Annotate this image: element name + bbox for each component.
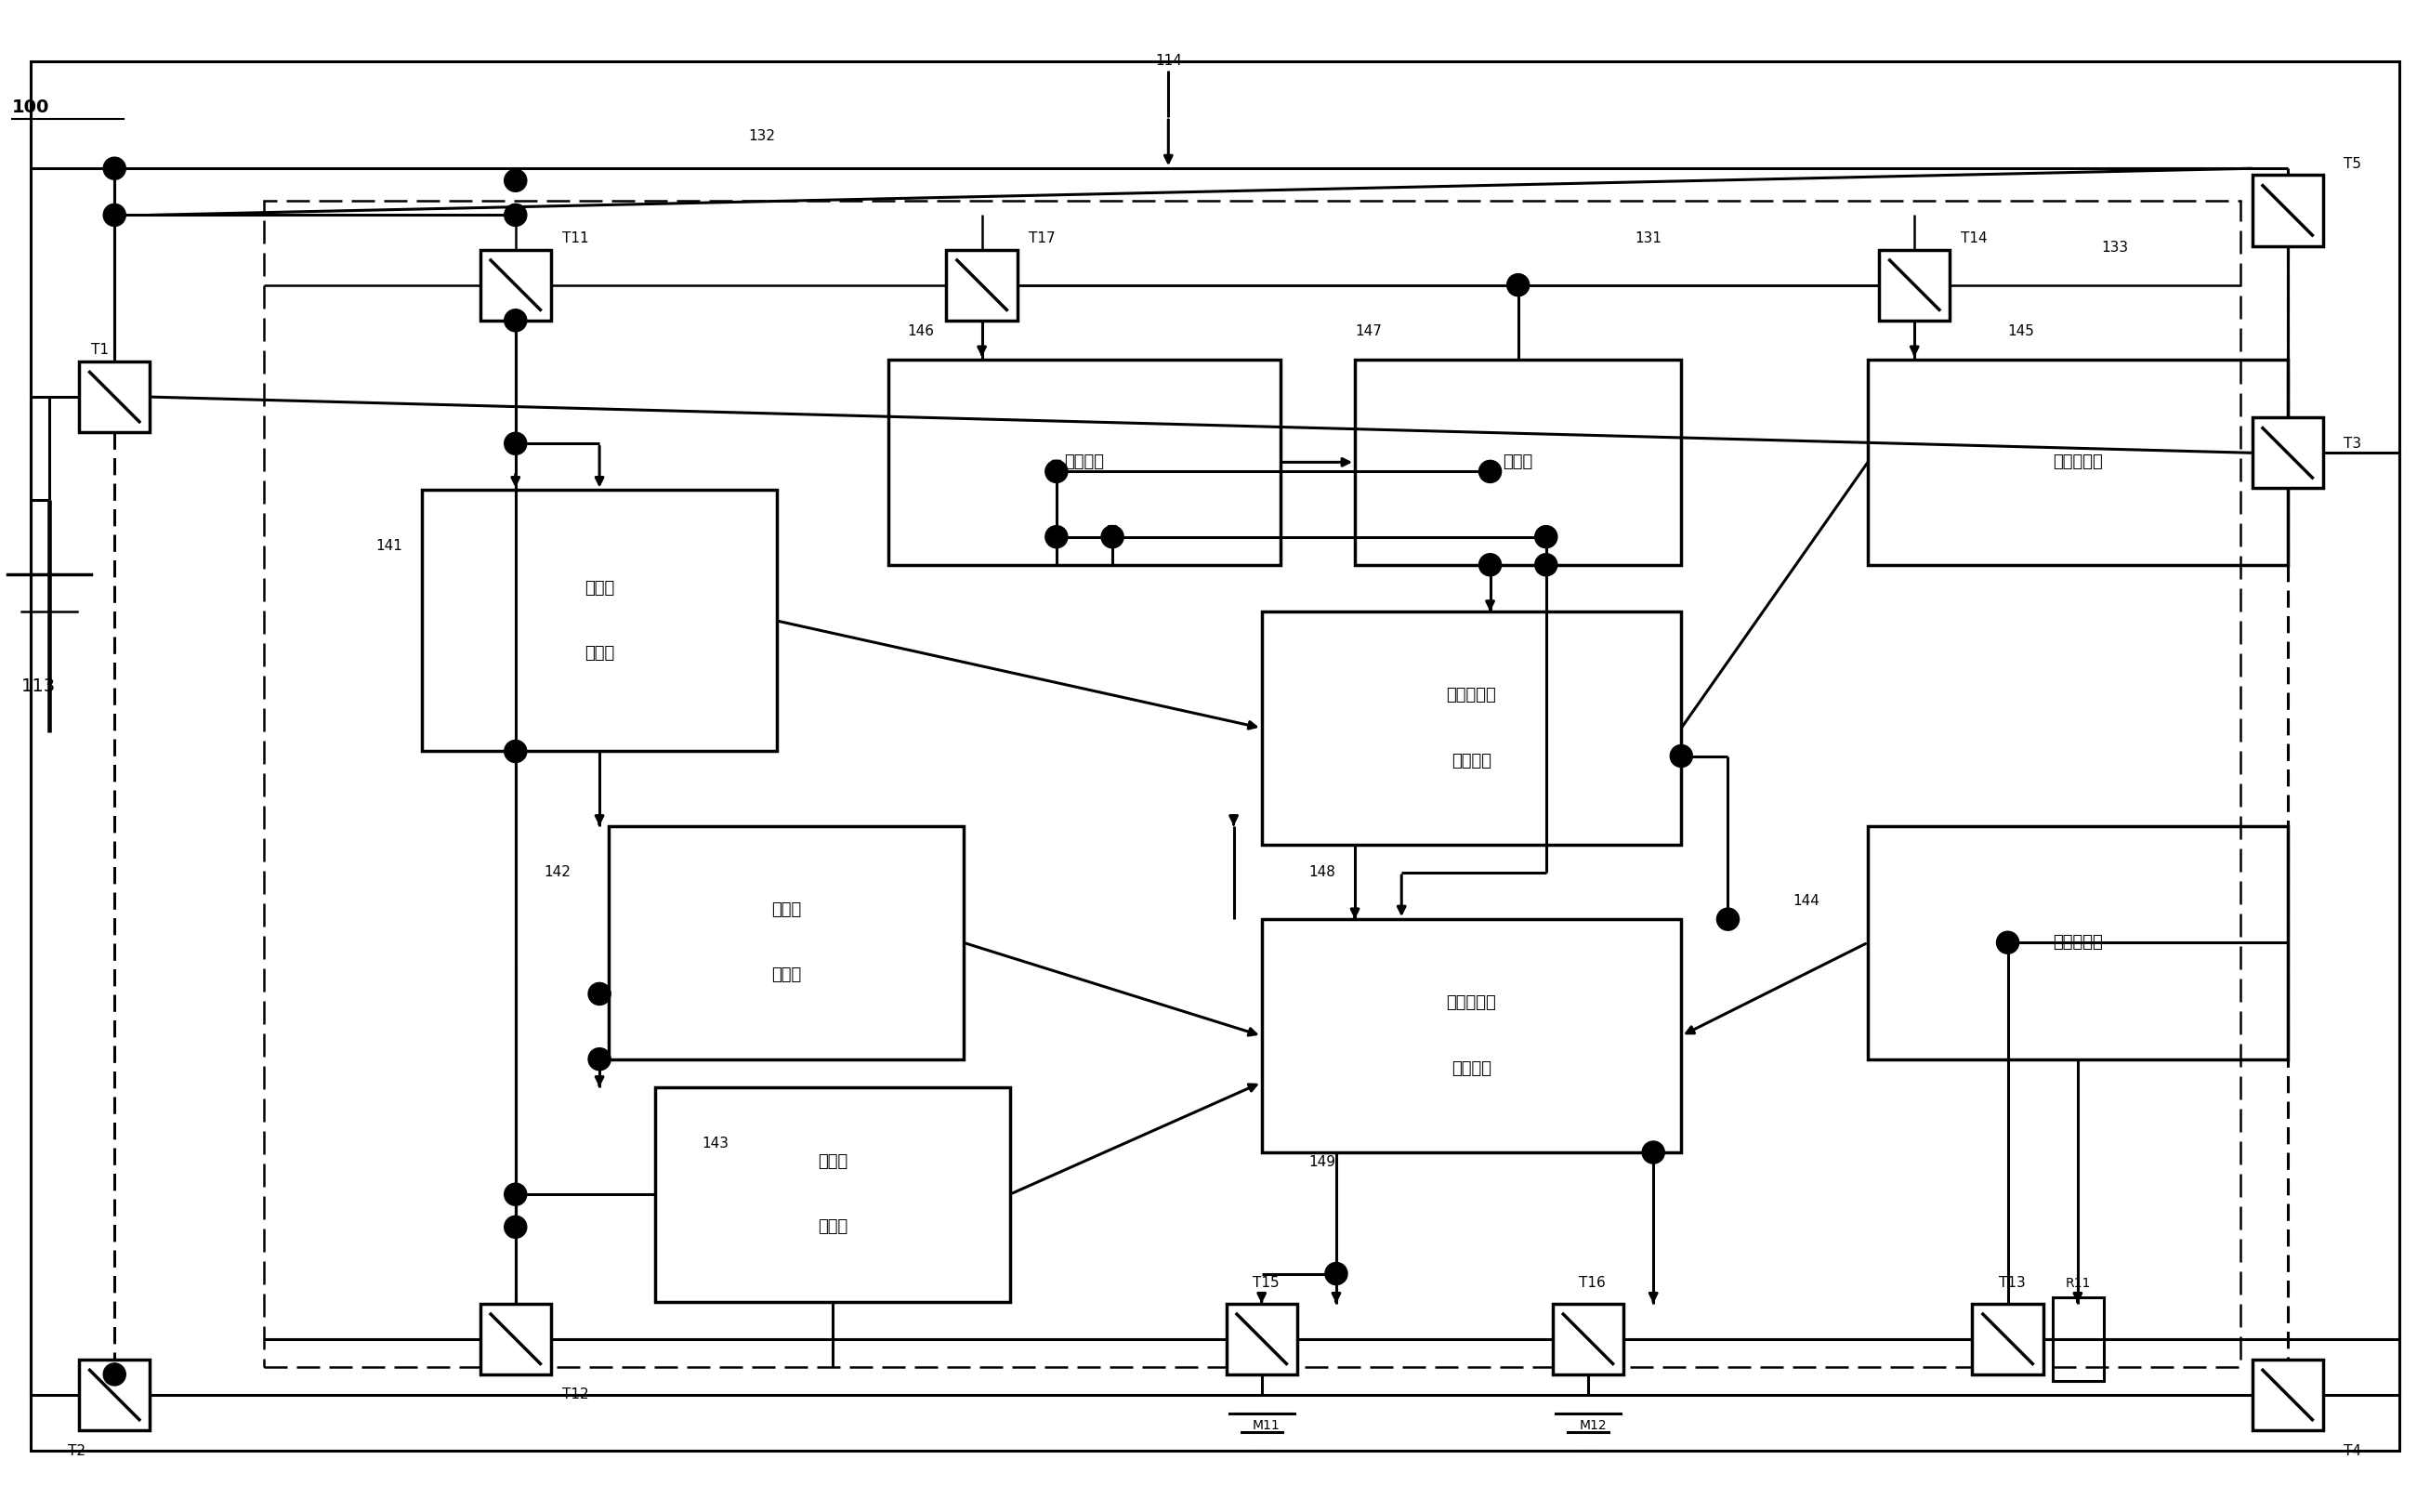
Text: 逻辑电路: 逻辑电路: [1451, 1060, 1492, 1077]
Circle shape: [505, 1216, 527, 1238]
Bar: [2253, 1359, 2323, 1430]
Circle shape: [104, 204, 126, 227]
Bar: [2053, 1297, 2104, 1380]
Circle shape: [505, 741, 527, 762]
Text: 过电流: 过电流: [816, 1154, 848, 1170]
Text: M11: M11: [1251, 1420, 1281, 1432]
Bar: [481, 249, 552, 321]
Bar: [656, 1087, 1011, 1302]
Circle shape: [1480, 553, 1502, 576]
Text: T17: T17: [1028, 231, 1055, 245]
Circle shape: [1480, 460, 1502, 482]
Circle shape: [1536, 553, 1558, 576]
Bar: [1261, 919, 1682, 1152]
Bar: [2253, 417, 2323, 488]
Bar: [1553, 1303, 1623, 1374]
Text: M12: M12: [1580, 1420, 1606, 1432]
Text: 147: 147: [1356, 325, 1383, 339]
Circle shape: [1997, 931, 2019, 954]
Circle shape: [1716, 909, 1740, 930]
Text: 过放电控制: 过放电控制: [1446, 995, 1497, 1012]
Text: 漏液检测部: 漏液检测部: [2053, 454, 2102, 470]
Text: 133: 133: [2102, 240, 2129, 254]
Circle shape: [505, 1184, 527, 1205]
Text: 过充电: 过充电: [586, 579, 615, 596]
Text: 过放电: 过放电: [770, 901, 802, 918]
Text: 148: 148: [1307, 865, 1334, 880]
Bar: [1869, 360, 2287, 565]
Text: 132: 132: [748, 129, 775, 142]
Circle shape: [505, 310, 527, 331]
Text: 141: 141: [377, 540, 403, 553]
Text: 100: 100: [12, 98, 49, 116]
Text: 检测部: 检测部: [816, 1219, 848, 1235]
Text: 计数器: 计数器: [1504, 454, 1533, 470]
Text: 144: 144: [1793, 894, 1820, 907]
Circle shape: [1507, 274, 1528, 296]
Bar: [889, 360, 1281, 565]
Text: 143: 143: [702, 1136, 729, 1151]
Text: T11: T11: [561, 231, 588, 245]
Bar: [1261, 611, 1682, 845]
Text: 142: 142: [544, 865, 571, 880]
Circle shape: [1536, 526, 1558, 547]
Bar: [2253, 175, 2323, 246]
Circle shape: [1101, 526, 1123, 547]
Circle shape: [588, 1048, 610, 1070]
Text: T14: T14: [1961, 231, 1988, 245]
Text: 逻辑电路: 逻辑电路: [1451, 753, 1492, 770]
Bar: [945, 249, 1018, 321]
Text: T12: T12: [561, 1388, 588, 1402]
Text: 检测部: 检测部: [770, 966, 802, 983]
Circle shape: [1324, 1263, 1346, 1285]
Text: T16: T16: [1580, 1276, 1606, 1290]
Circle shape: [505, 432, 527, 455]
Bar: [1356, 360, 1682, 565]
Text: 146: 146: [906, 325, 933, 339]
Text: T15: T15: [1251, 1276, 1278, 1290]
Circle shape: [1669, 745, 1694, 767]
Circle shape: [505, 204, 527, 227]
Text: T5: T5: [2343, 157, 2362, 171]
Bar: [423, 490, 778, 751]
Text: 113: 113: [22, 677, 56, 696]
Bar: [1869, 826, 2287, 1058]
Text: T2: T2: [68, 1444, 85, 1458]
Text: 145: 145: [2007, 325, 2034, 339]
Circle shape: [505, 169, 527, 192]
Text: T13: T13: [1997, 1276, 2024, 1290]
Text: 短路检测部: 短路检测部: [2053, 934, 2102, 951]
Bar: [80, 361, 151, 432]
Circle shape: [1045, 460, 1067, 482]
Text: T4: T4: [2343, 1444, 2362, 1458]
Text: 114: 114: [1154, 54, 1181, 68]
Circle shape: [1643, 1142, 1665, 1164]
Circle shape: [104, 1364, 126, 1385]
Circle shape: [104, 157, 126, 180]
Bar: [1973, 1303, 2044, 1374]
Text: 振荡电路: 振荡电路: [1064, 454, 1103, 470]
Bar: [80, 1359, 151, 1430]
Text: 检测部: 检测部: [586, 646, 615, 662]
Text: 131: 131: [1635, 231, 1662, 245]
Bar: [610, 826, 962, 1058]
Circle shape: [1045, 526, 1067, 547]
Text: 过充电控制: 过充电控制: [1446, 686, 1497, 703]
Text: 149: 149: [1307, 1155, 1334, 1169]
Bar: [1878, 249, 1949, 321]
Bar: [1227, 1303, 1298, 1374]
Text: T1: T1: [92, 343, 109, 357]
Circle shape: [588, 983, 610, 1005]
Bar: [481, 1303, 552, 1374]
Text: R11: R11: [2066, 1276, 2090, 1290]
Bar: [265, 201, 2240, 1367]
Text: T3: T3: [2343, 437, 2362, 451]
